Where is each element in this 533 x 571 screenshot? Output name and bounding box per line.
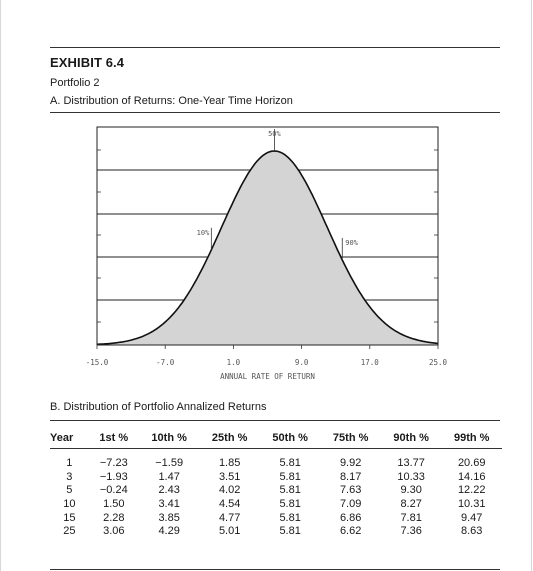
table-cell: 3.85 (158, 511, 180, 524)
x-tick-label: 17.0 (361, 358, 380, 367)
table-cell: 3.41 (158, 498, 180, 511)
table-cell: 2.28 (103, 511, 125, 524)
distribution-chart: -15.0 -7.0 1.0 9.0 17.0 25.0 10% 50% 90% ANNUAL… (86, 126, 448, 381)
table-cell: 5.81 (279, 484, 301, 497)
table-cell: 13.77 (397, 457, 425, 470)
table-cell: 3.51 (218, 470, 241, 483)
table-cell: 5.81 (279, 470, 301, 483)
section-a-rule (50, 112, 500, 113)
page-frame-left (0, 0, 1, 571)
distribution-curve (96, 150, 439, 346)
column-header: 50th % (272, 432, 308, 444)
distribution-area (97, 151, 438, 345)
table-cell: 9.92 (339, 457, 362, 470)
percentile-annotations: 10% 50% 90% (197, 129, 359, 260)
table-cell: −1.93 (99, 470, 128, 483)
table-cell: 1.85 (218, 457, 241, 470)
table-cell: 15 (63, 511, 76, 524)
table-cell: −1.59 (155, 457, 184, 470)
percentile-label: 10% (197, 229, 210, 237)
table-cell: 5.81 (279, 511, 301, 524)
table-cell: 6.62 (339, 525, 362, 538)
table-cell: −0.24 (99, 484, 128, 497)
table-body: 1 −7.23 −1.59 1.85 5.81 9.92 13.77 20.69 3 −1.93 1… (50, 449, 502, 539)
table-cell: 9.30 (400, 484, 422, 497)
table-cell: 10 (63, 498, 76, 511)
section-b-rule (50, 420, 500, 421)
table-cell: 2.43 (158, 484, 180, 497)
table-cell: 14.16 (457, 470, 486, 483)
bottom-rule (50, 569, 500, 570)
table-cell: 1.50 (103, 498, 125, 511)
table-cell: 4.29 (158, 525, 180, 538)
table-row: 1 −7.23 −1.59 1.85 5.81 9.92 13.77 20.69 (50, 449, 502, 471)
returns-table: Year 1st % 10th % 25th % 50th % 75th % 90th % 9… (50, 428, 502, 539)
column-header: Year (50, 432, 74, 444)
table-cell: 6.86 (339, 511, 362, 524)
x-axis-ticks: -15.0 -7.0 1.0 9.0 17.0 25.0 (86, 345, 448, 367)
table-cell: 5.81 (279, 525, 301, 538)
table-header-row: Year 1st % 10th % 25th % 50th % 75th % 90th % 9… (50, 428, 502, 449)
table-cell: 25 (63, 525, 76, 538)
exhibit-title: EXHIBIT 6.4 (50, 55, 125, 70)
table-cell: 7.81 (400, 511, 422, 524)
table-cell: 7.36 (400, 525, 422, 538)
x-tick-label: -7.0 (156, 358, 175, 367)
page-frame-right (531, 0, 532, 571)
table-cell: 5.81 (279, 498, 301, 511)
section-a-heading: A. Distribution of Returns: One-Year Tim… (50, 95, 293, 107)
table-cell: 12.22 (457, 484, 486, 497)
percentile-label: 50% (268, 130, 281, 138)
column-header: 75th % (332, 432, 369, 444)
x-tick-label: 9.0 (295, 358, 309, 367)
table-cell: 4.02 (218, 484, 241, 497)
column-header: 99th % (453, 432, 490, 444)
table-row: 5 −0.24 2.43 4.02 5.81 7.63 9.30 12.22 (50, 484, 502, 498)
table-cell: 8.27 (400, 498, 422, 511)
percentile-label: 90% (345, 239, 358, 247)
table-cell: 4.54 (218, 498, 241, 511)
table-cell: 7.09 (339, 498, 362, 511)
table-cell: 1.47 (158, 470, 180, 483)
column-header: 25th % (211, 432, 248, 444)
x-axis-label: ANNUAL RATE OF RETURN (220, 372, 315, 381)
table-cell: 7.63 (339, 484, 362, 497)
x-tick-label: 25.0 (429, 358, 448, 367)
table-cell: 8.17 (339, 470, 362, 483)
column-header: 90th % (393, 432, 429, 444)
table-row: 3 −1.93 1.47 3.51 5.81 8.17 10.33 14.16 (50, 471, 502, 485)
exhibit-subtitle: Portfolio 2 (50, 77, 100, 89)
table-row: 15 2.28 3.85 4.77 5.81 6.86 7.81 9.47 (50, 511, 502, 525)
table-cell: 20.69 (457, 457, 486, 470)
section-b-heading: B. Distribution of Portfolio Annalized R… (50, 401, 267, 413)
top-rule (50, 47, 500, 48)
table-cell: 8.63 (460, 525, 483, 538)
table-row: 25 3.06 4.29 5.01 5.81 6.62 7.36 8.63 (50, 525, 502, 539)
table-cell: 1 (66, 457, 73, 470)
table-cell: 5 (66, 484, 73, 497)
table-cell: 4.77 (218, 511, 241, 524)
table-cell: 10.31 (457, 498, 486, 511)
table-cell: 3 (66, 470, 73, 483)
table-cell: 3.06 (103, 525, 125, 538)
table-cell: −7.23 (99, 457, 128, 470)
table-cell: 10.33 (397, 470, 425, 483)
table-cell: 5.81 (279, 457, 301, 470)
table-cell: 5.01 (218, 525, 241, 538)
plot-frame (96, 126, 439, 346)
column-header: 10th % (151, 432, 187, 444)
x-tick-label: 1.0 (227, 358, 241, 367)
x-tick-label: -15.0 (86, 358, 109, 367)
column-header: 1st % (99, 432, 129, 444)
table-row: 10 1.50 3.41 4.54 5.81 7.09 8.27 10.31 (50, 498, 502, 512)
table-cell: 9.47 (460, 511, 483, 524)
